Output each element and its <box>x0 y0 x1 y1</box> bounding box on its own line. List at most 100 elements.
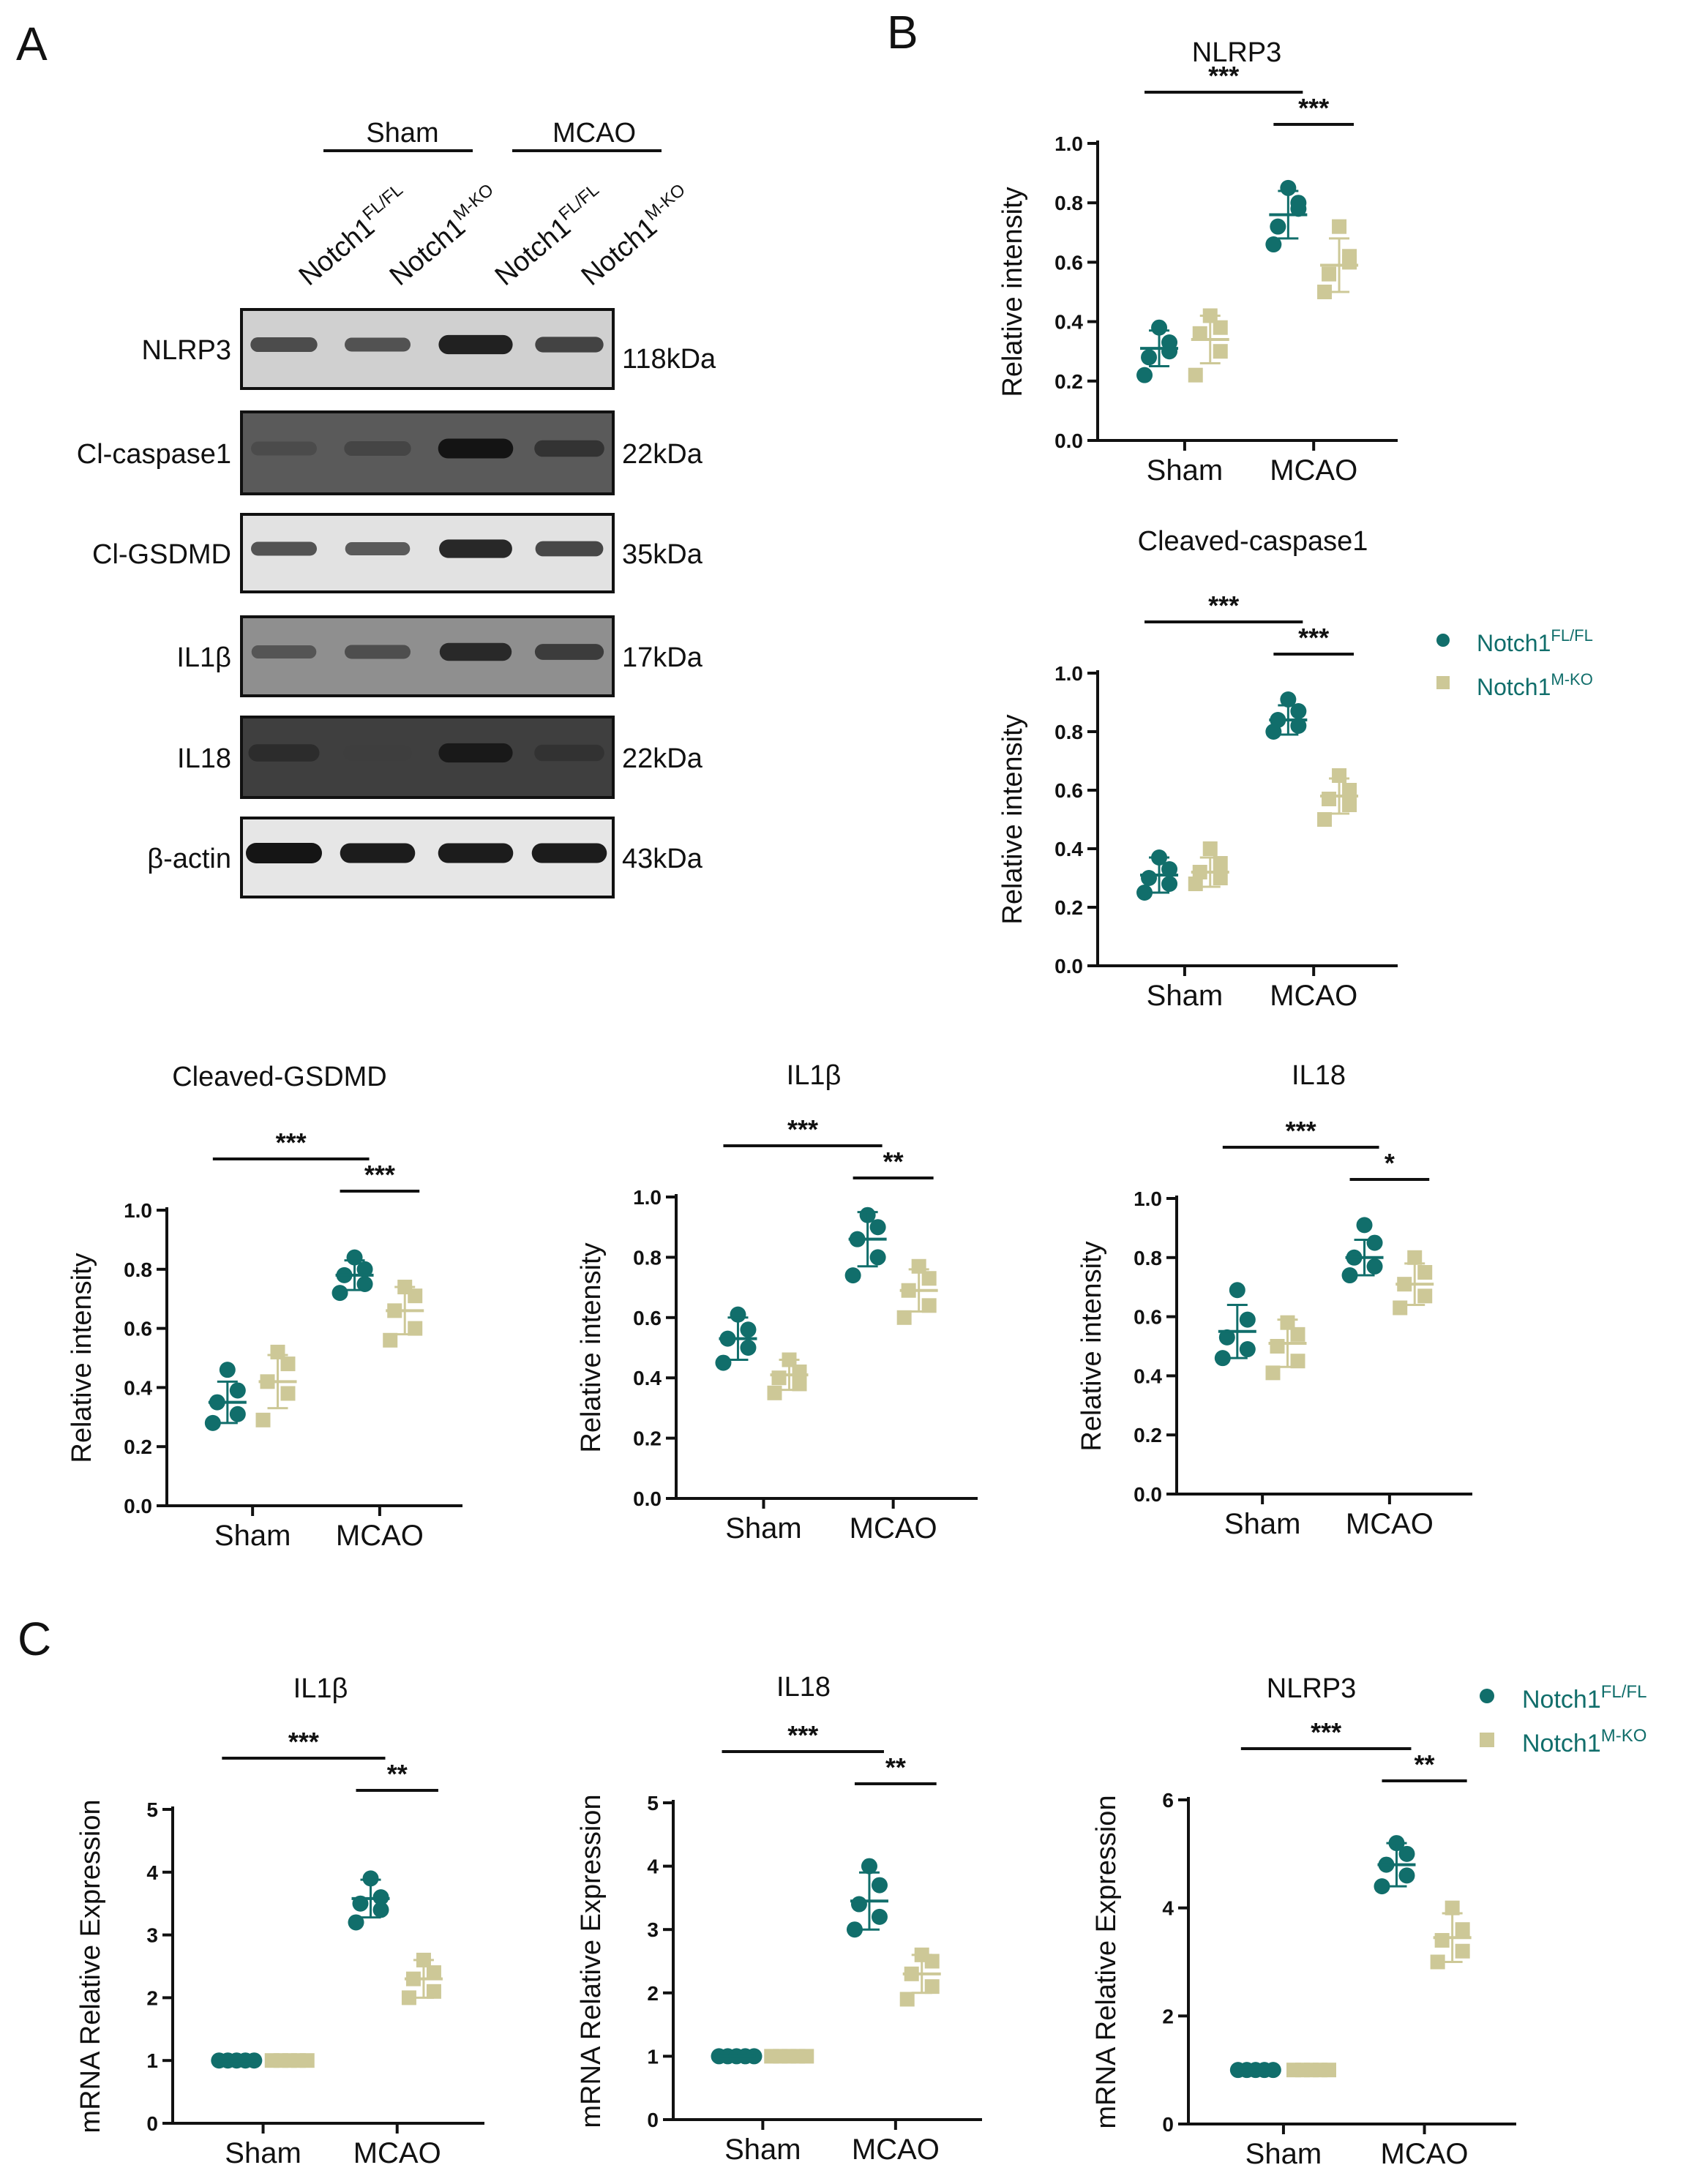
data-point-circle <box>1161 876 1178 892</box>
data-point-circle <box>1398 1867 1415 1884</box>
legend-c: Notch1FL/FL Notch1M-KO <box>1480 1682 1646 1757</box>
significance-label: *** <box>787 1720 818 1750</box>
data-point-circle <box>1214 1350 1231 1367</box>
data-point-circle <box>348 1914 364 1931</box>
y-tick-label: 0.0 <box>633 1487 662 1510</box>
chart-title: Cleaved-caspase1 <box>1138 526 1368 557</box>
significance-label: ** <box>883 1147 904 1177</box>
wb-size-label: 35kDa <box>622 539 703 570</box>
wb-band <box>534 744 604 762</box>
y-tick-label: 4 <box>146 1861 158 1884</box>
data-point-circle <box>356 1276 373 1292</box>
data-point-circle <box>1366 1258 1383 1275</box>
legend-marker-circle <box>1436 634 1450 647</box>
data-point-circle <box>1141 349 1158 366</box>
data-point-circle <box>1229 1282 1245 1299</box>
data-point-square <box>408 1321 423 1336</box>
wb-band <box>535 337 604 353</box>
x-tick-label: MCAO <box>1346 1508 1434 1540</box>
x-tick-label: Sham <box>214 1520 291 1552</box>
wb-group-sham: Sham <box>323 118 473 152</box>
data-point-circle <box>1161 861 1178 877</box>
data-point-circle <box>1239 1311 1256 1328</box>
x-tick-label: MCAO <box>1270 980 1357 1012</box>
wb-band <box>535 541 604 557</box>
wb-lane-label-base: Notch1 <box>576 211 663 292</box>
data-point-square <box>1393 1300 1408 1316</box>
data-point-circle <box>331 1285 348 1302</box>
wb-lane-label-base: Notch1 <box>293 211 381 292</box>
y-tick-label: 0.6 <box>1054 251 1083 274</box>
x-tick-label: Sham <box>1147 454 1224 487</box>
significance-label: *** <box>1298 93 1329 123</box>
wb-protein-label: IL1β <box>176 642 231 673</box>
significance-label: *** <box>1298 623 1329 653</box>
data-point-circle <box>1290 718 1307 734</box>
data-point-circle <box>869 1219 886 1236</box>
legend-label-fl: Notch1FL/FL <box>1477 626 1593 656</box>
legend-label-fl: Notch1FL/FL <box>1522 1682 1646 1714</box>
y-tick-label: 0.8 <box>124 1258 152 1281</box>
data-point-square <box>1322 266 1337 282</box>
data-point-square <box>408 1288 423 1304</box>
wb-lane-label-sup: FL/FL <box>555 180 602 225</box>
y-axis-label: mRNA Relative Expression <box>576 1794 607 2128</box>
data-point-square <box>1317 812 1333 827</box>
significance-label: *** <box>1286 1116 1316 1146</box>
legend-marker-circle <box>1480 1689 1494 1703</box>
y-tick-label: 1.0 <box>1054 132 1083 155</box>
y-tick-label: 3 <box>146 1924 158 1947</box>
y-tick-label: 0.0 <box>1054 429 1083 452</box>
wb-band <box>344 441 411 456</box>
data-point-circle <box>1366 1234 1383 1251</box>
data-point-circle <box>1141 870 1158 886</box>
chart-7: IL18 0 1 2 3 4 5 mRNA Relative Expression Sham MC… <box>576 1672 982 2166</box>
significance-label: *** <box>364 1160 395 1190</box>
data-point-square <box>1342 798 1357 812</box>
y-tick-label: 1 <box>146 2049 158 2072</box>
wb-lane-labels: Notch1FL/FLNotch1M-KONotch1FL/FLNotch1M-… <box>293 180 689 292</box>
y-axis-label: mRNA Relative Expression <box>75 1799 106 2133</box>
panel-letter-a: A <box>16 18 48 70</box>
data-point-circle <box>861 1858 877 1875</box>
y-tick-label: 5 <box>146 1798 158 1821</box>
y-tick-label: 4 <box>1162 1897 1174 1920</box>
y-tick-label: 1 <box>647 2045 659 2068</box>
data-point-square <box>921 1298 937 1313</box>
x-tick-label: Sham <box>225 2137 301 2169</box>
wb-band <box>531 843 607 863</box>
wb-band <box>438 843 514 863</box>
legend-label-sup: FL/FL <box>1551 626 1592 645</box>
data-point-circle <box>1374 1878 1390 1895</box>
data-point-circle <box>1136 367 1153 383</box>
y-tick-label: 3 <box>647 1918 659 1941</box>
data-point-square <box>1213 856 1228 871</box>
data-point-square <box>1417 1265 1433 1280</box>
y-tick-label: 2 <box>146 1986 158 2009</box>
wb-group-label: Sham <box>366 118 438 149</box>
wb-protein-label: β-actin <box>147 844 231 874</box>
wb-size-label: 22kDa <box>622 439 703 470</box>
significance-label: ** <box>1415 1749 1435 1779</box>
legend-label-sup: M-KO <box>1551 670 1592 688</box>
data-point-circle <box>1290 703 1307 719</box>
chart-4: IL1β 0.0 0.2 0.4 0.6 0.8 1.0 Relative intensity… <box>576 1060 978 1545</box>
significance-label: ** <box>387 1759 408 1789</box>
data-point-square <box>1445 1900 1460 1915</box>
data-point-circle <box>871 1908 888 1925</box>
data-point-circle <box>229 1382 246 1399</box>
legend-label-base: Notch1 <box>1477 630 1551 656</box>
y-tick-label: 1.0 <box>124 1199 152 1222</box>
data-point-square <box>1332 219 1347 234</box>
data-point-square <box>426 1965 441 1981</box>
wb-band <box>251 541 317 556</box>
data-point-circle <box>1341 1267 1358 1284</box>
wb-group-label: MCAO <box>552 118 636 149</box>
x-tick-label: Sham <box>724 2134 801 2166</box>
data-point-square <box>1213 320 1228 335</box>
wb-blot-row: Cl-caspase1 22kDa <box>77 410 703 495</box>
y-tick-label: 0.8 <box>1134 1247 1162 1269</box>
x-tick-label: Sham <box>1224 1508 1301 1540</box>
wb-band <box>534 440 604 457</box>
